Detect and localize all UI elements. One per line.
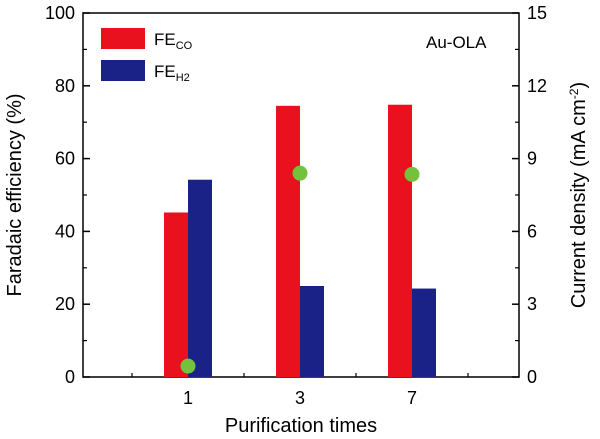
legend-label-fe-h2: FEH2 [154,62,190,84]
tick-labels: 0 20 40 60 80 100 0 3 6 9 12 15 1 3 7 [45,3,547,408]
legend-swatch-fe-h2 [101,60,145,81]
x-tick-label: 1 [183,388,193,408]
legend-swatch-fe-co [101,28,145,49]
bar-fe-h2 [188,179,212,377]
x-tick-label: 3 [295,388,305,408]
legend: FECO FEH2 [101,28,193,84]
y-right-tick-label: 15 [527,3,547,23]
current-density-point [404,166,420,182]
legend-subscript-h2: H2 [176,72,190,84]
y-left-tick-label: 0 [65,367,75,387]
y-axis-title-left: Faradaic efficiency (%) [4,93,26,296]
bar-fe-co [388,104,412,377]
y-left-tick-label: 60 [55,149,75,169]
y-axis-title-right-sup: -2 [567,88,581,99]
points [180,165,420,374]
y-right-tick-label: 6 [527,221,537,241]
annotation-au-ola: Au-OLA [426,33,487,52]
current-density-point [292,165,308,181]
y-left-tick-label: 20 [55,294,75,314]
bar-fe-h2 [300,286,324,377]
x-axis-title: Purification times [225,415,377,437]
bar-fe-co [276,105,300,377]
bar-fe-h2 [412,288,436,377]
current-density-point [180,358,196,374]
y-left-tick-label: 40 [55,221,75,241]
x-tick-label: 7 [407,388,417,408]
y-left-tick-label: 80 [55,76,75,96]
bar-fe-co [164,212,188,377]
y-right-tick-label: 9 [527,149,537,169]
legend-subscript-co: CO [176,40,193,52]
bars [164,104,436,377]
y-right-tick-label: 3 [527,294,537,314]
y-left-tick-label: 100 [45,3,75,23]
y-right-tick-label: 0 [527,367,537,387]
y-axis-title-right: Current density (mA cm-2) [567,82,590,308]
legend-label-fe-co: FECO [154,30,193,52]
y-right-tick-label: 12 [527,76,547,96]
